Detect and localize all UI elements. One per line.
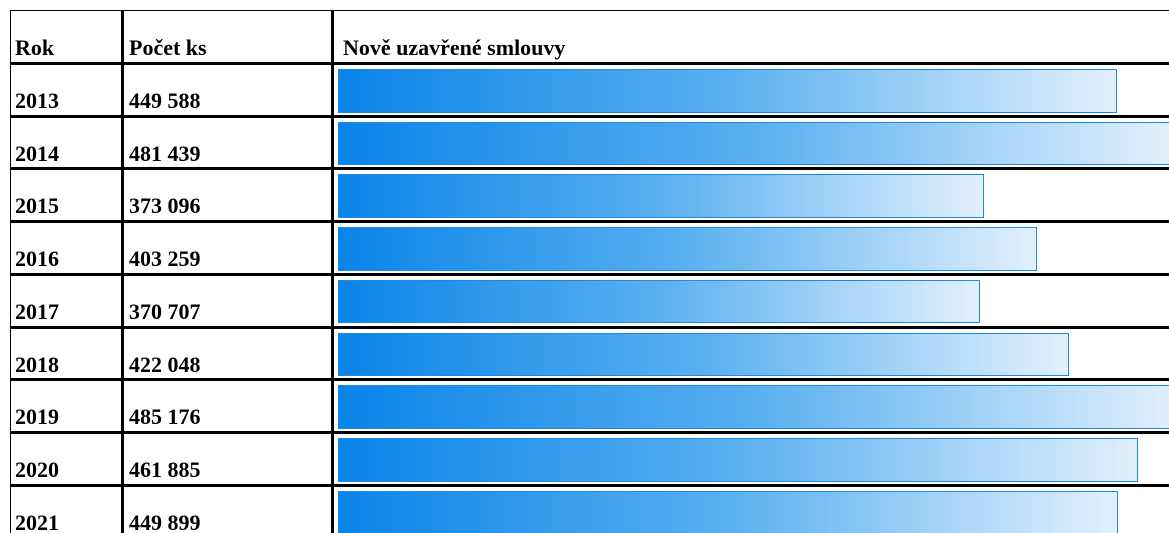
year-cell: 2015 xyxy=(15,193,59,219)
data-bar xyxy=(338,227,1037,271)
year-cell: 2013 xyxy=(15,88,59,113)
row-divider xyxy=(10,325,1169,329)
data-bar xyxy=(338,279,981,324)
data-bar xyxy=(338,437,1139,482)
row-divider xyxy=(10,272,1169,276)
data-bar xyxy=(338,121,1169,166)
header-cell: Nově uzavřené smlouvy xyxy=(343,35,566,60)
year-cell: 2014 xyxy=(15,140,59,166)
year-cell: 2016 xyxy=(15,246,59,272)
row-divider xyxy=(10,220,1169,224)
row-divider xyxy=(10,430,1169,434)
count-cell: 449 588 xyxy=(129,88,201,113)
count-cell: 481 439 xyxy=(129,140,201,166)
row-divider xyxy=(10,62,1169,65)
column-divider xyxy=(121,10,124,533)
left-border xyxy=(10,10,11,533)
top-border xyxy=(10,10,1169,11)
count-cell: 422 048 xyxy=(129,351,201,377)
row-divider xyxy=(10,483,1169,487)
row-divider xyxy=(10,378,1169,382)
year-cell: 2021 xyxy=(15,509,59,533)
row-divider xyxy=(10,114,1169,118)
year-cell: 2018 xyxy=(15,351,59,377)
year-cell: 2019 xyxy=(15,404,59,430)
count-cell: 373 096 xyxy=(129,193,201,219)
row-divider xyxy=(10,167,1169,171)
data-bar xyxy=(338,69,1117,113)
count-cell: 449 899 xyxy=(129,509,201,533)
column-divider xyxy=(331,10,334,533)
data-bar xyxy=(338,332,1070,377)
count-cell: 461 885 xyxy=(129,456,201,482)
count-cell: 403 259 xyxy=(129,246,201,272)
year-cell: 2020 xyxy=(15,456,59,482)
header-cell: Počet ks xyxy=(129,35,207,60)
count-cell: 370 707 xyxy=(129,298,201,324)
count-cell: 485 176 xyxy=(129,404,201,430)
data-bar xyxy=(338,385,1169,429)
data-bar xyxy=(338,174,985,219)
year-cell: 2017 xyxy=(15,298,59,324)
data-bar xyxy=(338,490,1118,533)
header-cell: Rok xyxy=(15,35,55,60)
